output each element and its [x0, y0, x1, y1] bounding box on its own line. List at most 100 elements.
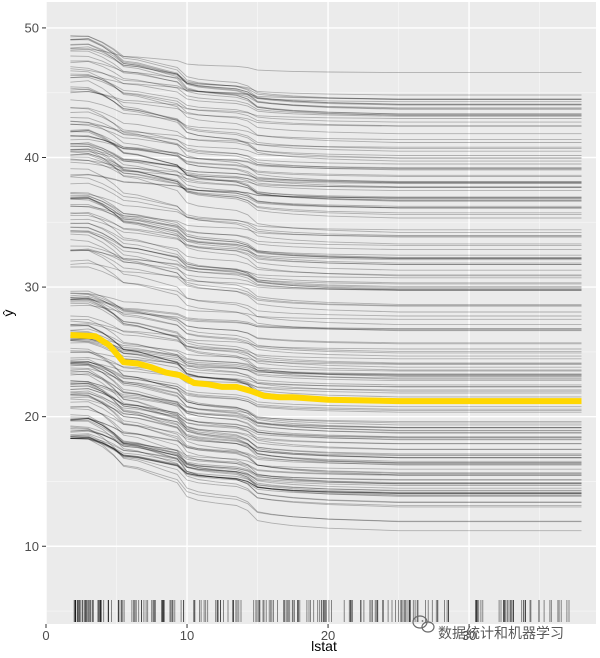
ice-line — [70, 347, 582, 432]
ice-line — [70, 299, 582, 331]
ice-line — [70, 388, 582, 438]
ice-line — [70, 302, 582, 371]
ice-line — [70, 130, 582, 184]
ice-line — [70, 245, 582, 285]
ice-line — [70, 393, 582, 485]
ice-lines — [70, 35, 582, 532]
ice-line — [70, 248, 582, 291]
ice-line — [70, 388, 582, 439]
ice-line — [70, 414, 582, 504]
ice-line — [70, 222, 582, 276]
ice-line — [70, 297, 582, 354]
x-tick-label: 0 — [42, 628, 49, 643]
ice-line — [70, 292, 582, 320]
ice-line — [70, 204, 582, 260]
ice-line — [70, 368, 582, 465]
ice-line — [70, 370, 582, 438]
ice-line — [70, 405, 582, 497]
ice-line — [70, 426, 582, 523]
ice-line — [70, 70, 582, 143]
ice-line — [70, 76, 582, 127]
ice-line — [70, 38, 582, 110]
ice-line — [70, 182, 582, 238]
ice-line — [70, 297, 582, 377]
ice-line — [70, 48, 582, 101]
ice-line — [70, 90, 582, 127]
ice-line — [70, 292, 582, 345]
ice-line — [70, 212, 582, 265]
ice-line — [70, 196, 582, 264]
ice-line — [70, 433, 582, 486]
ice-line — [70, 360, 582, 426]
ice-line — [70, 430, 582, 470]
ice-line — [70, 75, 582, 100]
ice-line — [70, 390, 582, 455]
ice-line — [70, 418, 582, 465]
ice-line — [70, 416, 582, 503]
ice-line — [70, 385, 582, 451]
ice-line — [70, 60, 582, 116]
ice-line — [70, 331, 582, 398]
ice-line — [70, 420, 582, 508]
ice-line — [70, 135, 582, 170]
ice-line — [70, 437, 582, 495]
ice-line — [70, 436, 582, 496]
ice-line — [70, 176, 582, 236]
ice-line — [70, 249, 582, 307]
ice-line — [70, 334, 582, 365]
ice-line — [70, 259, 582, 332]
ice-line — [70, 417, 582, 492]
axis-labels: 0 10 20 30 10 20 30 40 50 — [25, 20, 477, 643]
y-tick-label: 10 — [25, 539, 39, 554]
ice-line — [70, 168, 582, 245]
ice-line — [70, 361, 582, 408]
ice-line — [70, 299, 582, 368]
ice-line — [70, 143, 582, 192]
ice-line — [70, 233, 582, 313]
ice-line — [70, 88, 582, 152]
ice-line — [70, 249, 582, 279]
ice-line — [70, 323, 582, 360]
ice-line — [70, 38, 582, 116]
ice-line — [70, 320, 582, 350]
ice-line — [70, 212, 582, 291]
ice-line — [70, 218, 582, 261]
ice-line — [70, 382, 582, 429]
ice-line — [70, 87, 582, 150]
ice-line — [70, 437, 582, 485]
ice-line — [70, 193, 582, 231]
ice-line — [70, 86, 582, 159]
ice-line — [70, 205, 582, 246]
ice-line — [70, 290, 582, 353]
ice-line — [70, 35, 582, 100]
ice-line — [70, 437, 582, 494]
y-tick-label: 50 — [25, 20, 39, 35]
ice-line — [70, 107, 582, 183]
grid-major — [45, 2, 596, 624]
ice-line — [70, 198, 582, 271]
ice-line — [70, 339, 582, 376]
ice-line — [70, 123, 582, 148]
ice-line — [70, 48, 582, 74]
ice-line — [70, 328, 582, 376]
ice-line — [70, 60, 582, 96]
ice-line — [70, 156, 582, 207]
ice-line — [70, 408, 582, 457]
ice-line — [70, 364, 582, 450]
ice-line — [70, 436, 582, 481]
ice-line — [70, 318, 582, 392]
y-tick-label: 30 — [25, 280, 39, 295]
y-tick-label: 20 — [25, 409, 39, 424]
ice-line — [70, 80, 582, 162]
ice-line — [70, 363, 582, 424]
ice-line — [70, 434, 582, 506]
ice-line — [70, 385, 582, 445]
ice-line — [70, 394, 582, 462]
panel-background — [46, 2, 596, 624]
ice-line — [70, 437, 582, 522]
ice-line — [70, 231, 582, 291]
ice-line — [70, 373, 582, 433]
ice-line — [70, 191, 582, 258]
y-axis-title: ŷ — [0, 310, 16, 317]
